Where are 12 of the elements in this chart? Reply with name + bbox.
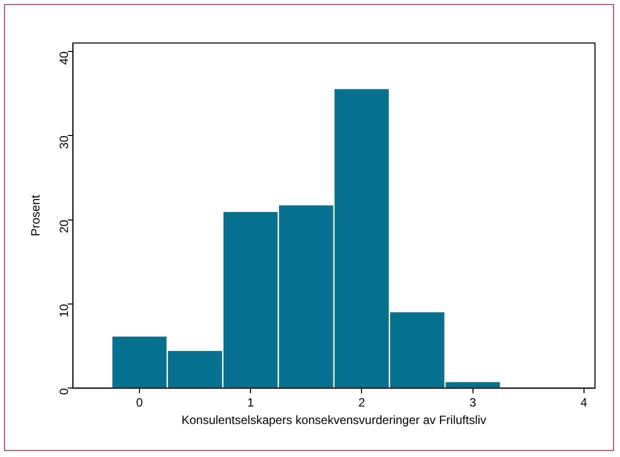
x-tick-label: 4 — [580, 396, 588, 410]
x-tick-label: 1 — [247, 396, 254, 410]
x-tick-label: 3 — [469, 396, 476, 410]
x-tick-label: 2 — [358, 396, 366, 410]
y-tick-label: 30 — [57, 135, 72, 149]
x-tick-label: 0 — [136, 396, 144, 410]
y-axis-title: Prosent — [28, 194, 43, 236]
y-tick-label: 40 — [57, 51, 72, 65]
y-tick-label: 10 — [57, 304, 72, 318]
x-axis-title: Konsulentselskapers konsekvensvurderinger av Friluftsliv — [181, 413, 486, 428]
y-tick-label: 20 — [57, 219, 72, 234]
y-tick-label: 0 — [57, 388, 72, 395]
